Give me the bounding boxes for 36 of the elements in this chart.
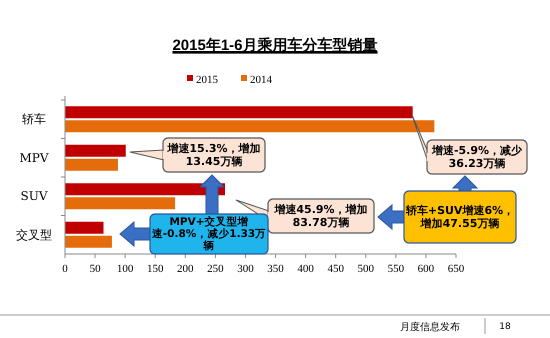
x-tick-label: 600 xyxy=(418,263,435,275)
legend-label: 2015 xyxy=(196,74,218,86)
bar xyxy=(65,106,413,118)
x-tick-label: 150 xyxy=(146,263,164,275)
bar xyxy=(65,158,118,171)
x-tick-label: 100 xyxy=(116,263,134,275)
annotation: MPV+交叉型增速-0.8%，减少1.33万辆 xyxy=(150,214,268,254)
annotation: 增速15.3%，增加13.45万辆 xyxy=(163,138,265,172)
y-tick-label: SUV xyxy=(20,188,49,204)
annotation: 增速45.9%，增加83.78万辆 xyxy=(268,199,374,233)
bar xyxy=(65,236,112,248)
x-tick-label: 0 xyxy=(62,263,68,275)
bar xyxy=(65,144,126,157)
x-tick-label: 450 xyxy=(327,263,344,275)
x-tick-label: 350 xyxy=(267,263,284,275)
bar xyxy=(65,120,434,132)
y-tick-label: MPV xyxy=(18,150,50,166)
bar xyxy=(65,222,104,234)
x-tick-label: 250 xyxy=(207,263,224,275)
x-tick-label: 400 xyxy=(297,263,314,275)
x-tick-label: 500 xyxy=(358,263,375,275)
x-tick-label: 50 xyxy=(90,263,102,275)
bar xyxy=(65,183,226,196)
y-tick-label: 轿车 xyxy=(21,111,47,128)
legend-label: 2014 xyxy=(250,74,272,86)
annotation: 轿车+SUV增速6%，增加47.55万辆 xyxy=(404,191,516,243)
x-tick-label: 300 xyxy=(237,263,254,275)
text: 18 xyxy=(498,320,512,334)
x-tick-label: 550 xyxy=(388,263,405,275)
y-tick-label: 交叉型 xyxy=(15,226,53,243)
x-tick-label: 200 xyxy=(177,263,194,275)
annotation: 增速-5.9%，减少36.23万辆 xyxy=(427,140,527,174)
x-tick-label: 650 xyxy=(448,263,465,275)
text: 月度信息发布 xyxy=(399,320,461,334)
chart-title: 2015年1-6月乘用车分车型销量 xyxy=(172,36,378,54)
bar xyxy=(65,197,176,210)
